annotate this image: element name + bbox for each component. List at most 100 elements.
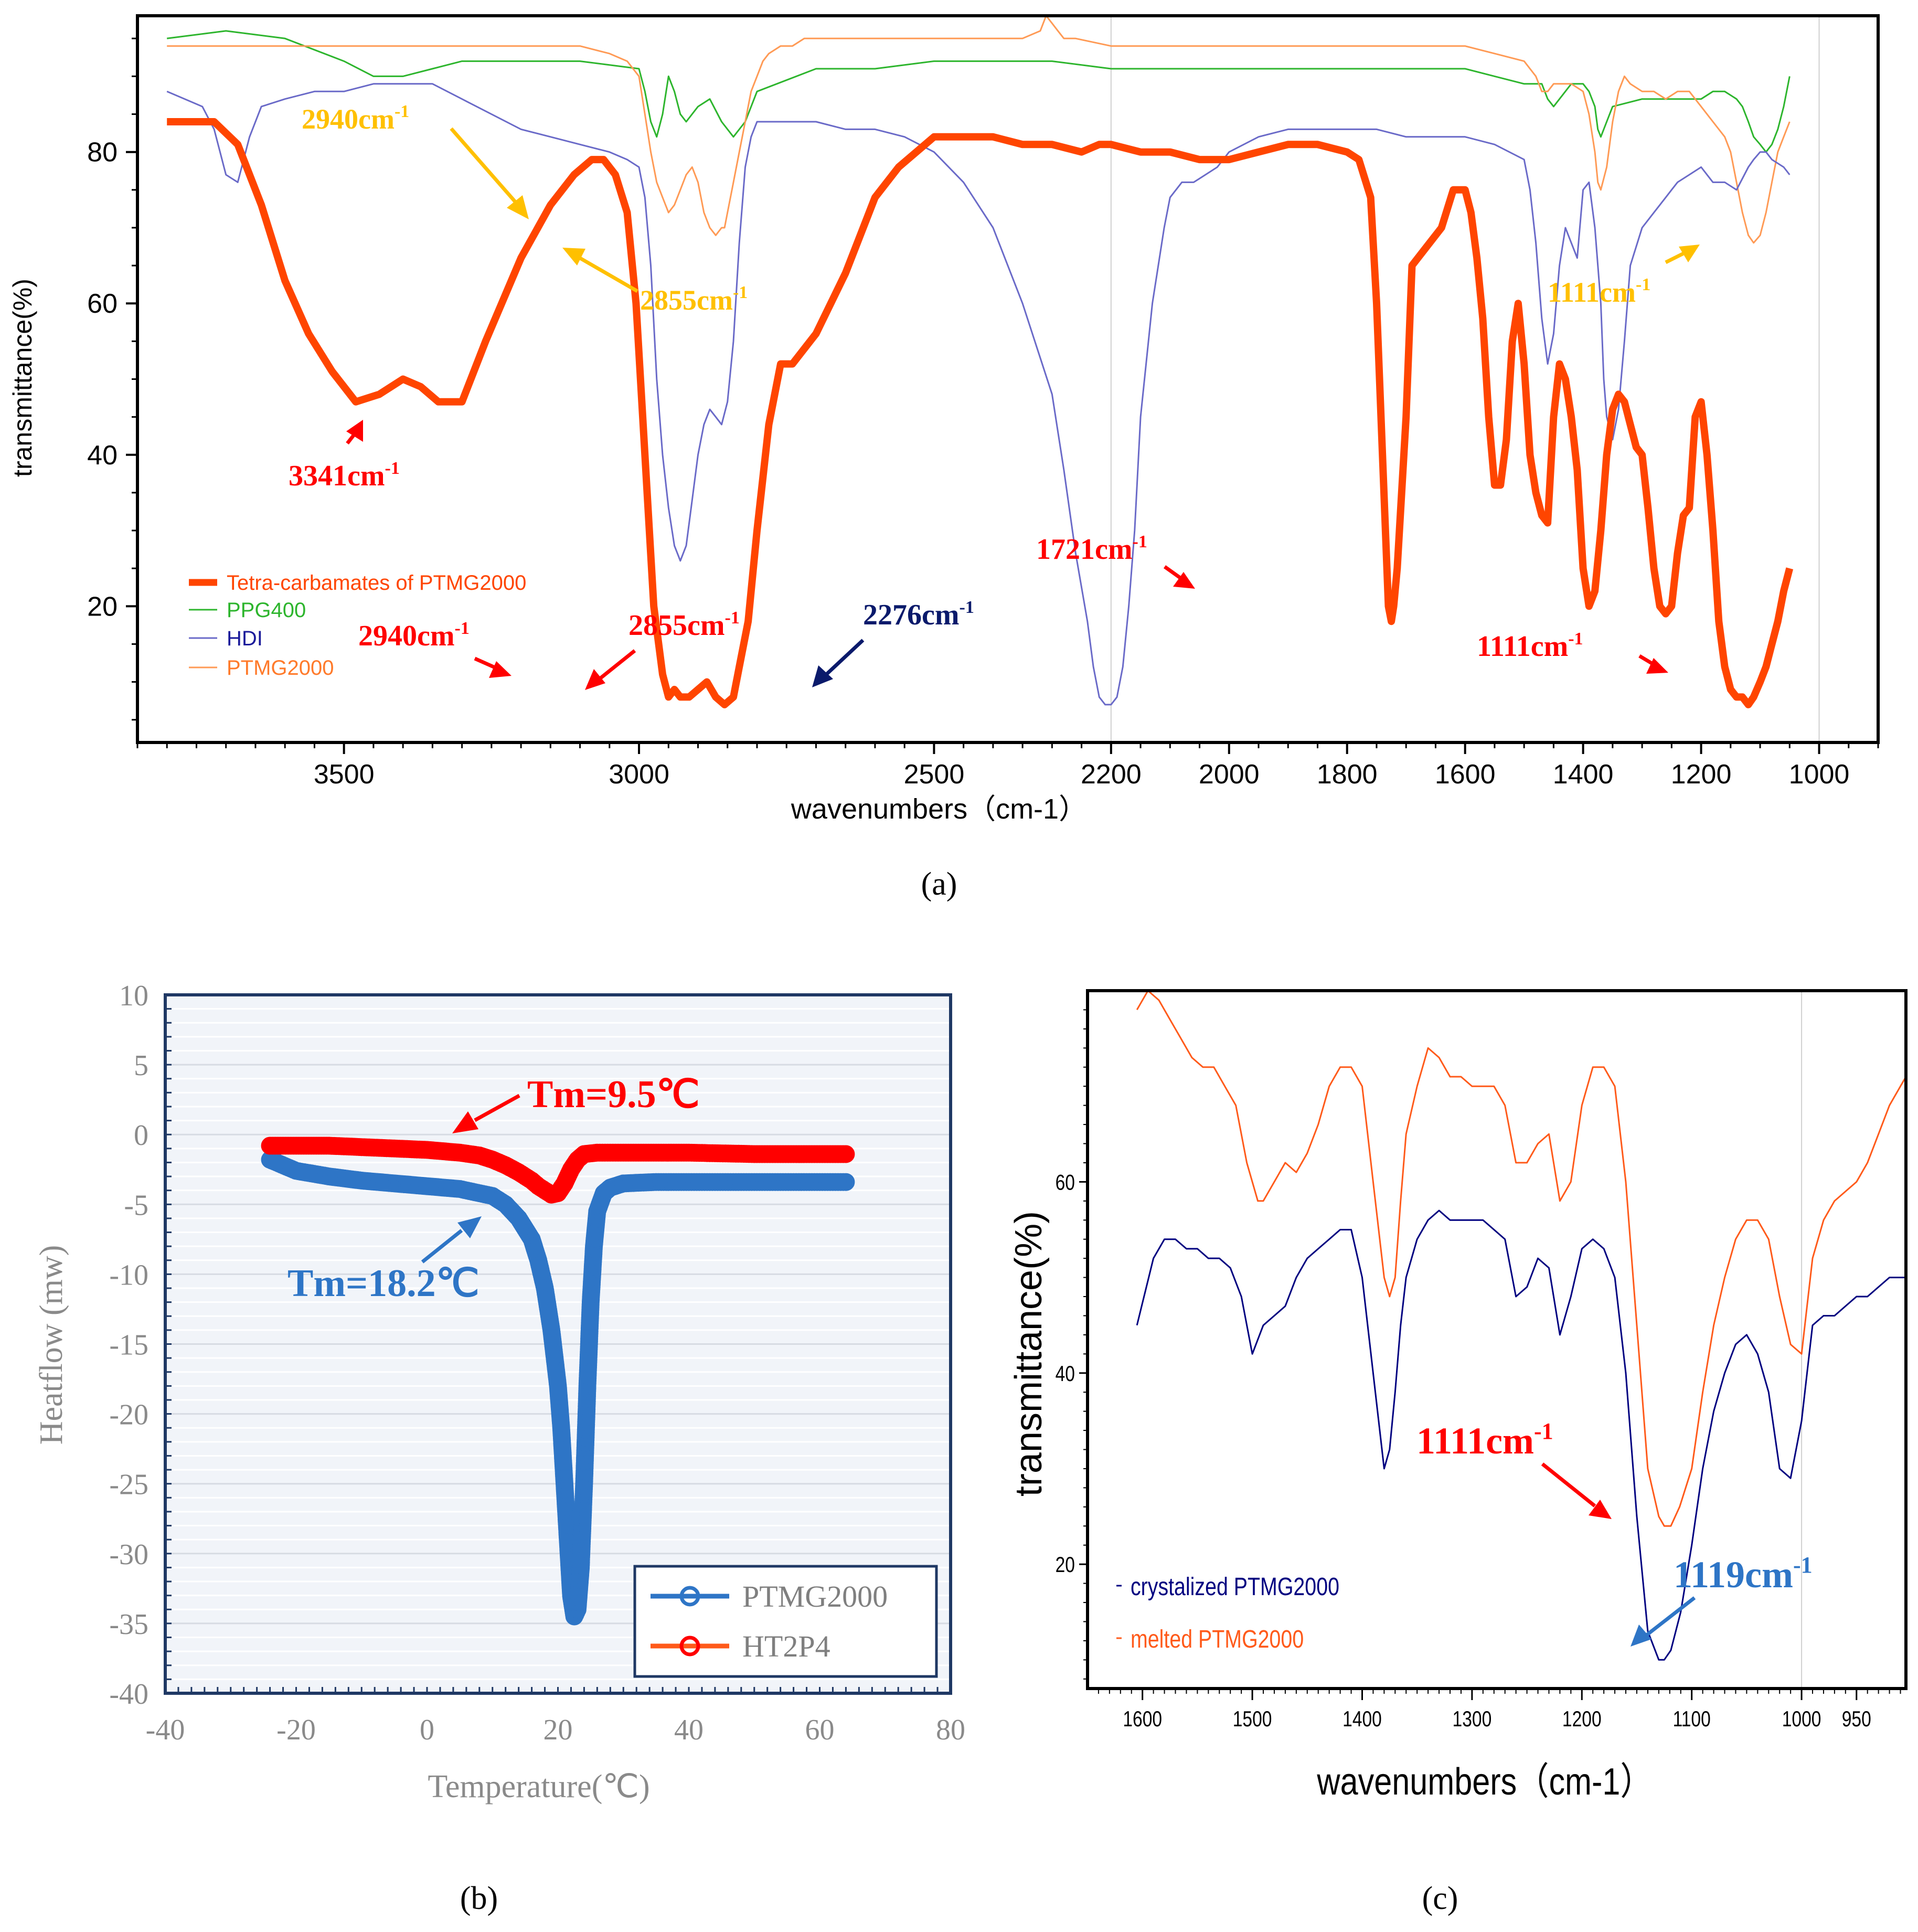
panel-c-xtick-label: 1600: [1123, 1707, 1162, 1732]
legend-label-tetra-carbamates: Tetra-carbamates of PTMG2000: [227, 571, 526, 595]
panel-b-xtick-label: 0: [420, 1714, 434, 1746]
panel-c-ytick-label: 40: [1056, 1362, 1075, 1386]
arrow-tm-9-5: [474, 1094, 520, 1122]
panel-a-xtick-label: 2200: [1081, 759, 1142, 790]
panel-a-xtick-label: 1200: [1671, 759, 1732, 790]
panel-b-axes: 10 5 0 -5 -10 -15 -20 -25 -30 -35 -40-40 -20 0 20 40 60…: [109, 980, 965, 1746]
arrowhead-2940-red: [489, 661, 512, 678]
panel-a-annotations: 2940cm-1 2855cm-1 1111cm-1 3341cm-1 2940: [289, 102, 1700, 690]
panel-a-xtick-label: 2500: [904, 759, 965, 790]
panel-b-ytick-label: -25: [109, 1469, 148, 1501]
panel-b-marker: [837, 1173, 855, 1191]
svg-text:3341cm-1: 3341cm-1: [289, 459, 400, 492]
annotation-tm-9-5-text: Tm=9.5℃: [527, 1073, 700, 1116]
arrowhead-1111-gold: [1679, 245, 1700, 262]
svg-text:1111cm-1: 1111cm-1: [1548, 275, 1650, 308]
panel-c-xtick-label: 1100: [1673, 1707, 1711, 1732]
panel-a-axes: 3500 3000 2500 2200 2000 1800 1600 1400 1200 1000…: [87, 37, 1879, 790]
panel-c-xlabel: wavenumbers（cm-1）: [1316, 1761, 1652, 1803]
panel-b-label: (b): [460, 1881, 498, 1916]
panel-c-series-melted-ptmg2000: [1136, 990, 1907, 1527]
legend-label-crystalized: crystalized PTMG2000: [1131, 1573, 1339, 1601]
panel-a-series-ptmg2000: [167, 15, 1791, 244]
annotation-1119-c: 1119cm-1: [1631, 1552, 1813, 1647]
arrowhead-1111-red: [1646, 658, 1668, 674]
legend-label-melted: melted PTMG2000: [1131, 1625, 1304, 1653]
arrow-1119-c: [1646, 1596, 1696, 1636]
annotation-2276-navy: 2276cm-1: [812, 598, 974, 687]
panel-c-axes: 1600 1500 1400 1300 1200 1100 1000 950 20 40 60: [1056, 1009, 1901, 1732]
panel-b-ytick-label: -15: [109, 1329, 148, 1362]
panel-c-ylabel: transmittance(%): [1008, 1211, 1050, 1496]
arrow-2276-navy: [822, 639, 865, 678]
panel-b-xtick-label: 80: [936, 1714, 965, 1746]
legend-label-ppg400: PPG400: [227, 599, 306, 622]
panel-b-series-ht2p4: [261, 1137, 855, 1204]
panel-a-ytick-label: 60: [87, 289, 118, 319]
arrowhead-2855-red: [585, 669, 605, 690]
panel-b-ytick-label: 0: [134, 1119, 148, 1152]
panel-b-xlabel: Temperature(℃): [428, 1769, 649, 1804]
svg-text:2855cm-1: 2855cm-1: [628, 608, 740, 642]
panel-b-ytick-label: -40: [109, 1678, 148, 1711]
annotation-1721-red: 1721cm-1: [1036, 532, 1195, 589]
panel-c-series-layer: [1136, 990, 1907, 1661]
panel-c-series-crystalized-ptmg2000: [1136, 1209, 1906, 1661]
panel-b-series-layer: [261, 1137, 855, 1626]
svg-text:1721cm-1: 1721cm-1: [1036, 532, 1147, 566]
panel-a-xtick-label: 3000: [609, 759, 669, 790]
legend-swatch-ptmg2000-marker: [679, 1586, 700, 1607]
panel-a-spectrum-chart: 3500 3000 2500 2200 2000 1800 1600 1400 1200 1000…: [8, 14, 1880, 902]
arrowhead-1721-red: [1173, 572, 1195, 589]
panel-a-xtick-label: 1400: [1553, 759, 1614, 790]
annotation-3341-red: 3341cm-1: [289, 420, 400, 492]
legend-label-ptmg2000: PTMG2000: [742, 1579, 888, 1613]
arrowhead-tm-9-5: [452, 1111, 478, 1133]
panel-b-legend-box: [633, 1565, 938, 1678]
panel-b-xtick-label: 20: [544, 1714, 573, 1746]
panel-c-spectrum-chart: 1600 1500 1400 1300 1200 1100 1000 950 20 40 60 tr…: [1008, 989, 1908, 1916]
annotation-1111-gold: 1111cm-1: [1548, 245, 1700, 308]
panel-a-series-layer: [166, 15, 1794, 708]
panel-b-marker: [837, 1145, 855, 1163]
panel-a-legend: Tetra-carbamates of PTMG2000 PPG400 HDI …: [189, 571, 526, 680]
panel-a-xtick-label: 3500: [314, 759, 375, 790]
panel-b-series-ptmg2000: [261, 1151, 855, 1626]
annotation-tm-9-5: Tm=9.5℃: [452, 1073, 700, 1133]
panel-c-xtick-label: 1300: [1453, 1707, 1492, 1732]
panel-b-xtick-label: -20: [276, 1714, 316, 1746]
svg-text:1111cm-1: 1111cm-1: [1477, 629, 1583, 663]
panel-c-xtick-label: 1200: [1562, 1707, 1602, 1732]
annotation-2940-gold: 2940cm-1: [302, 102, 529, 219]
svg-text:2855cm-1: 2855cm-1: [640, 283, 748, 316]
annotation-1111-red: 1111cm-1: [1477, 629, 1668, 674]
panel-b-ytick-label: -10: [109, 1259, 148, 1291]
panel-c-xtick-label: 1400: [1342, 1707, 1382, 1732]
panel-a-series-tetra-carbamates-of-ptmg2000: [167, 118, 1794, 708]
legend-label-ptmg2000: PTMG2000: [227, 656, 334, 680]
annotation-2940-red: 2940cm-1: [358, 619, 512, 678]
legend-swatch-ht2p4-marker: [679, 1636, 700, 1657]
annotation-2855-red: 2855cm-1: [585, 608, 740, 690]
panel-b-ylabel: Heatflow (mw): [34, 1245, 69, 1445]
panel-c-ytick-label: 20: [1056, 1553, 1075, 1577]
panel-c-xtick-label: 1500: [1233, 1707, 1272, 1732]
panel-a-gridlines: [1110, 16, 1820, 742]
arrowhead-3341-red: [346, 420, 363, 442]
panel-a-series-ppg400: [167, 30, 1791, 153]
panel-c-xtick-label: 1000: [1782, 1707, 1821, 1732]
annotation-1111-c: 1111cm-1: [1416, 1418, 1612, 1519]
panel-c-legend: crystalized PTMG2000 melted PTMG2000: [1116, 1573, 1339, 1653]
svg-text:1111cm-1: 1111cm-1: [1416, 1418, 1553, 1462]
annotation-2855-gold: 2855cm-1: [562, 248, 748, 316]
panel-a-xtick-label: 1600: [1435, 759, 1496, 790]
arrowhead-2855-gold: [562, 248, 585, 266]
panel-a-xtick-label: 2000: [1199, 759, 1260, 790]
panel-a-xtick-label: 1800: [1317, 759, 1378, 790]
panel-c-ytick-label: 60: [1056, 1171, 1075, 1195]
arrow-1111-c: [1541, 1462, 1596, 1508]
panel-b-ytick-label: -30: [109, 1538, 148, 1571]
arrowhead-1111-c: [1589, 1500, 1612, 1519]
svg-text:2940cm-1: 2940cm-1: [358, 619, 470, 652]
